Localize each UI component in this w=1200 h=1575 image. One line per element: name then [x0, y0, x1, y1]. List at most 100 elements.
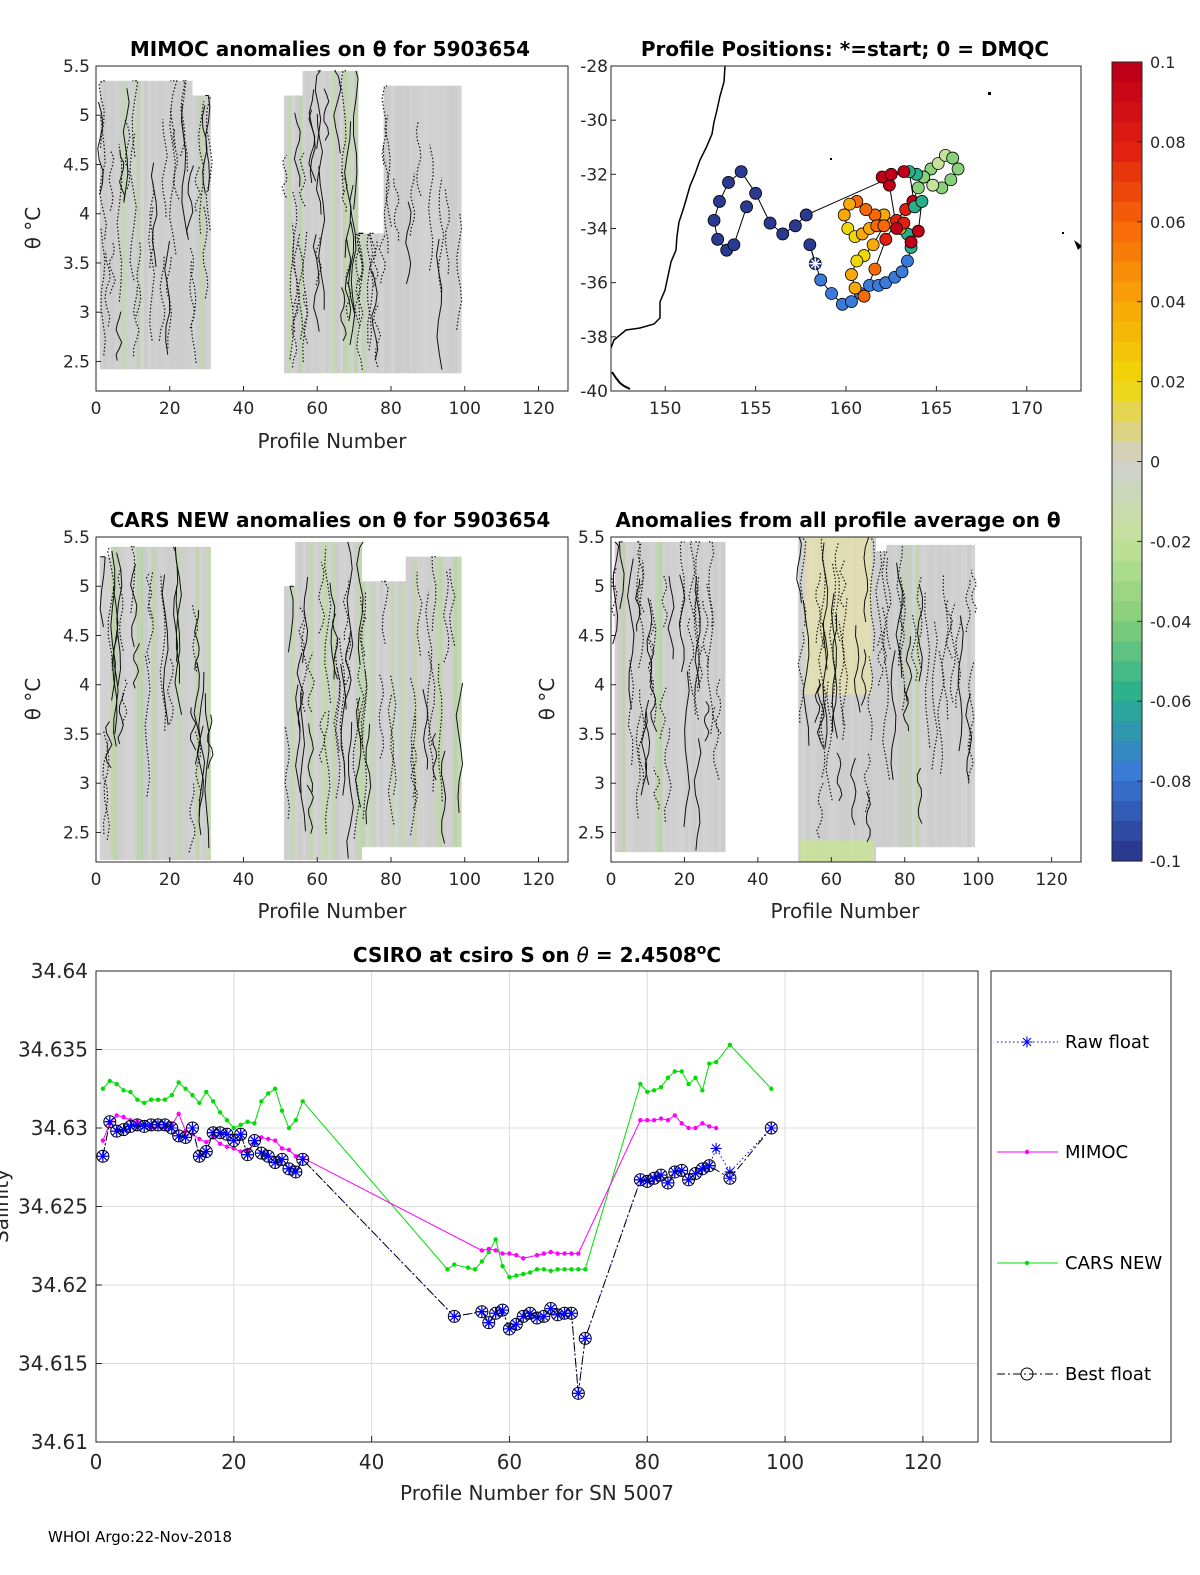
colorbar-tick-label: -0.04: [1150, 612, 1191, 631]
position-point: [749, 186, 763, 200]
salinity-ylabel: Salinity: [0, 1169, 13, 1243]
position-point: [901, 254, 914, 268]
series-point-best-float: [647, 1171, 661, 1185]
series-point-overlay: [531, 1312, 543, 1324]
average-contour: [836, 752, 843, 802]
cars-ytick-label: 4: [79, 676, 90, 696]
cars-field-cell: [350, 541, 355, 861]
cars-contour: [344, 637, 352, 686]
colorbar-band: [1112, 381, 1142, 403]
cars-field-cell: [313, 541, 318, 861]
series-point-overlay: [166, 1122, 178, 1134]
series-point-cars-new: [162, 1097, 168, 1102]
colorbar-band: [1112, 681, 1142, 702]
average-field-cell: [677, 541, 682, 853]
series-point-mimoc: [121, 1114, 126, 1120]
series-point-cars-new: [300, 1099, 305, 1104]
cars-field-cell: [368, 581, 374, 848]
mimoc-contour: [124, 119, 131, 190]
mimoc-y-ticks: 2.5 3 3.5 4 4.5 5 5.5: [63, 57, 101, 372]
average-contour: [693, 575, 701, 715]
position-point: [911, 224, 925, 238]
series-point-overlay: [248, 1135, 260, 1147]
cars-xlabel: Profile Number: [258, 899, 408, 923]
mimoc-field-cell: [191, 95, 197, 370]
series-point-cars-new: [259, 1099, 264, 1104]
average-field-cell: [956, 544, 961, 848]
mimoc-field-cell: [398, 85, 403, 374]
series-point-best-float: [185, 1121, 199, 1135]
average-field-cell: [952, 544, 957, 848]
series-point-cars-new: [231, 1125, 237, 1131]
mimoc-field-cell: [431, 85, 436, 374]
mimoc-field-cell: [202, 95, 208, 370]
mimoc-field-cell: [335, 70, 340, 374]
salinity-series: [96, 1042, 778, 1400]
average-contour: [839, 559, 847, 608]
average-panel: 0 20 40 60 80 100 120 2.5 3 3.5 4 4.5 5 5.5 Anomalie…: [535, 508, 1082, 923]
series-point-best-float: [103, 1115, 117, 1129]
cars-contour: [207, 714, 214, 769]
series-point-cars-new: [114, 1081, 119, 1087]
average-contour: [899, 589, 906, 653]
series-point-cars-new: [679, 1069, 684, 1074]
cars-contour: [455, 682, 464, 814]
series-point-overlay: [503, 1323, 515, 1335]
average-field-cell: [879, 551, 884, 848]
series-point-cars-new: [210, 1099, 216, 1104]
series-point-overlay: [517, 1310, 529, 1322]
series-point-best-float: [523, 1306, 537, 1320]
series-point-best-float: [475, 1305, 489, 1319]
average-contour: [816, 684, 825, 749]
cars-contour: [448, 567, 456, 646]
series-point-cars-new: [107, 1078, 112, 1084]
series-point-best-float: [516, 1309, 530, 1323]
mimoc-contour: [172, 128, 180, 200]
mimoc-field-cell: [188, 80, 193, 370]
mimoc-field-cell: [402, 85, 407, 374]
mimoc-contour: [148, 207, 156, 341]
series-point-cars-new: [665, 1075, 671, 1080]
series-point-cars-new: [769, 1086, 774, 1091]
series-point-best-float: [96, 1149, 110, 1163]
cars-field-cell: [372, 581, 377, 848]
mimoc-contour: [293, 232, 301, 332]
mimoc-contour: [198, 100, 205, 234]
cars-contour: [307, 723, 314, 793]
series-point-best-float: [509, 1317, 523, 1331]
average-contour: [649, 680, 658, 732]
mimoc-contour: [318, 166, 326, 310]
series-point-overlay: [565, 1307, 577, 1319]
series-point-cars-new: [583, 1267, 588, 1272]
average-contour: [869, 537, 876, 651]
cars-contour: [381, 580, 389, 644]
series-point-overlay: [689, 1168, 701, 1180]
average-field-cell: [934, 544, 939, 848]
cars-field-cell: [132, 546, 138, 861]
cars-contour: [161, 574, 169, 726]
series-point-cars-new: [238, 1122, 243, 1128]
series-point-overlay: [111, 1125, 123, 1137]
mimoc-field-cell: [284, 95, 289, 374]
colorbar-band: [1112, 281, 1142, 303]
average-contour: [612, 541, 620, 645]
series-point-cars-new: [686, 1081, 691, 1087]
cars-contour: [198, 671, 206, 816]
series-point-mimoc: [693, 1125, 698, 1131]
positions-xtick-label: 170: [1011, 399, 1043, 419]
average-contour: [968, 662, 975, 754]
cars-contour: [287, 585, 294, 653]
cars-field-cell: [387, 581, 392, 848]
salinity-xtick-label: 60: [497, 1450, 522, 1474]
mimoc-contour: [302, 289, 308, 344]
average-contour: [683, 671, 691, 827]
average-field-cell: [702, 541, 708, 853]
series-point-best-float: [241, 1148, 255, 1162]
series-point-cars-new: [169, 1092, 174, 1098]
mimoc-field-cell: [357, 233, 363, 374]
average-field-cell: [622, 541, 627, 853]
series-point-cars-new: [452, 1262, 457, 1267]
mimoc-contour: [290, 302, 299, 368]
series-point-overlay: [634, 1174, 646, 1186]
average-contour: [905, 636, 913, 702]
